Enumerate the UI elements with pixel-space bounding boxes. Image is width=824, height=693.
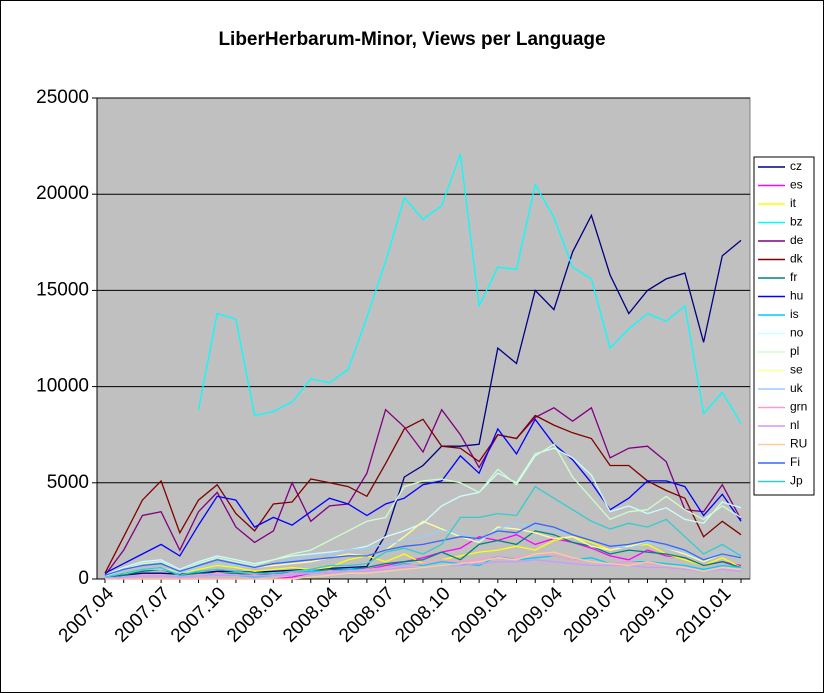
- series-line: [104, 447, 742, 576]
- series-line: [104, 213, 742, 578]
- y-tick-label: 0: [78, 568, 89, 589]
- legend-label: is: [790, 307, 799, 321]
- series-line: [104, 530, 742, 579]
- legend-label: hu: [790, 289, 803, 303]
- series-line: [104, 485, 742, 578]
- legend-label: Jp: [790, 474, 803, 488]
- legend-label: cz: [790, 159, 802, 173]
- legend-label: de: [790, 233, 804, 247]
- y-tick-label: 5000: [47, 472, 89, 493]
- legend-label: grn: [790, 400, 807, 414]
- series-line: [104, 418, 742, 574]
- legend-label: dk: [790, 252, 804, 266]
- series-line: [104, 406, 742, 576]
- legend-label: se: [790, 363, 803, 377]
- y-tick-label: 25000: [36, 87, 89, 108]
- y-tick-label: 10000: [36, 376, 89, 397]
- legend-label: it: [790, 196, 797, 210]
- legend: [753, 156, 815, 496]
- chart-title: LiberHerbarum-Minor, Views per Language: [218, 29, 605, 50]
- legend-label: RU: [790, 437, 807, 451]
- legend-label: fr: [790, 270, 797, 284]
- legend-label: Fi: [790, 455, 800, 469]
- series-line: [105, 551, 742, 580]
- y-tick-label: 20000: [36, 183, 89, 204]
- legend-label: no: [790, 326, 804, 340]
- series-line: [104, 414, 742, 574]
- series-line: [104, 443, 742, 577]
- legend-label: pl: [790, 344, 799, 358]
- series-line: [104, 522, 742, 578]
- plot-area: [96, 97, 751, 580]
- series-line: [104, 553, 742, 579]
- legend-label: es: [790, 178, 803, 192]
- series-line: [197, 153, 742, 424]
- y-tick-label: 15000: [36, 279, 89, 300]
- series-line: [104, 522, 742, 576]
- legend-label: bz: [790, 215, 803, 229]
- legend-label: nl: [790, 418, 799, 432]
- legend-label: uk: [790, 381, 804, 395]
